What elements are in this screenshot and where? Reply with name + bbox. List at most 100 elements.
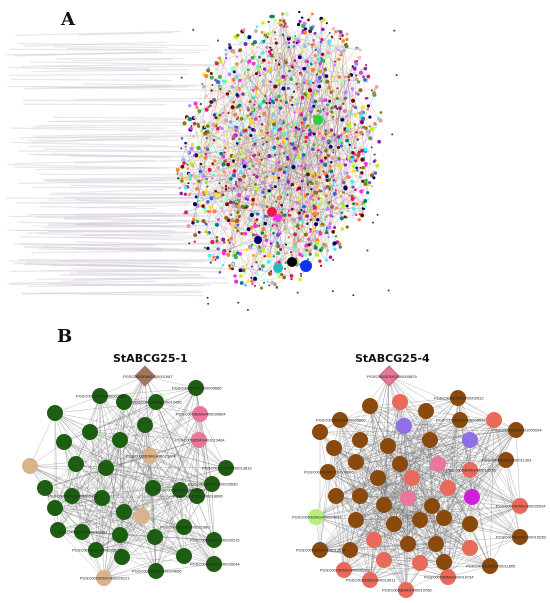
network-node — [313, 244, 317, 247]
network-node — [373, 88, 376, 91]
gene-node — [366, 532, 382, 548]
network-node — [232, 154, 236, 158]
network-node — [195, 186, 199, 191]
network-node — [255, 260, 258, 264]
network-node — [195, 132, 198, 135]
network-node — [326, 248, 330, 252]
network-node — [279, 136, 282, 140]
network-node — [363, 182, 368, 187]
network-node — [340, 141, 344, 145]
gene-node — [422, 432, 438, 448]
gene-node — [392, 456, 408, 472]
network-node — [266, 280, 270, 283]
network-node — [263, 255, 266, 258]
network-node — [360, 105, 365, 110]
network-node — [261, 190, 265, 194]
network-node — [377, 139, 382, 144]
network-node — [249, 119, 254, 124]
network-node — [281, 245, 285, 249]
network-node — [228, 264, 232, 268]
network-node — [336, 100, 341, 105]
network-node — [351, 151, 355, 155]
network-node — [229, 187, 233, 191]
network-node — [260, 51, 265, 55]
gene-node — [436, 554, 452, 570]
network-node — [275, 285, 279, 289]
network-node — [323, 218, 327, 221]
network-node — [331, 230, 336, 234]
network-node — [292, 245, 297, 250]
network-node — [357, 47, 360, 50]
gene-node — [436, 510, 452, 526]
network-node — [341, 179, 344, 182]
network-node — [209, 196, 214, 201]
network-node — [322, 242, 327, 247]
gene-node — [352, 432, 368, 448]
network-node — [360, 157, 365, 162]
network-node — [238, 108, 242, 112]
network-node — [320, 38, 324, 42]
network-node — [359, 121, 363, 124]
network-node — [285, 137, 289, 141]
network-node — [325, 258, 329, 262]
network-node — [337, 57, 341, 61]
network-node — [300, 189, 303, 192]
network-node — [187, 117, 192, 122]
network-node — [210, 240, 215, 245]
panel-a-label: A — [61, 9, 75, 30]
network-node — [216, 247, 220, 251]
gene-node — [486, 412, 502, 428]
network-node — [343, 215, 347, 219]
gene-label: PGSC0003DMG400024002 — [292, 515, 342, 520]
network-node — [354, 77, 359, 82]
network-node — [366, 104, 370, 108]
network-node — [304, 201, 307, 204]
network-node — [342, 48, 346, 52]
network-node — [326, 50, 330, 55]
network-node — [323, 156, 328, 160]
network-node — [261, 61, 264, 64]
gene-node — [376, 552, 392, 568]
network-node — [254, 86, 259, 91]
network-node — [203, 156, 208, 160]
gene-node — [370, 470, 386, 486]
network-node — [310, 193, 315, 198]
network-node — [332, 241, 337, 246]
network-node — [351, 214, 354, 217]
network-node — [298, 10, 301, 14]
gene-label: PGSC0003DMG400032094 — [496, 504, 546, 509]
network-node — [325, 252, 328, 255]
network-node — [279, 232, 282, 235]
network-node — [317, 84, 322, 89]
network-node — [266, 136, 269, 139]
network-node — [214, 67, 219, 72]
network-node — [184, 145, 187, 148]
network-node — [321, 58, 326, 63]
network-node — [317, 197, 320, 200]
network-node — [364, 126, 368, 130]
network-node — [334, 30, 338, 34]
network-node — [282, 132, 287, 137]
network-node — [372, 159, 376, 163]
network-node — [307, 42, 310, 46]
gene-node — [348, 454, 364, 470]
network-node — [325, 215, 328, 218]
network-node — [250, 279, 254, 283]
network-node — [204, 107, 209, 112]
network-node — [267, 192, 272, 196]
network-node — [249, 127, 252, 130]
network-node — [314, 187, 320, 192]
network-node — [261, 21, 265, 25]
network-node — [310, 209, 313, 212]
network-node — [235, 62, 239, 66]
gene-node — [312, 424, 328, 440]
network-node — [206, 147, 210, 151]
network-node — [363, 66, 368, 71]
network-node — [278, 19, 282, 22]
network-node — [236, 229, 240, 233]
network-node — [257, 205, 260, 208]
network-node — [345, 115, 348, 118]
network-node — [218, 173, 221, 176]
network-node — [353, 146, 356, 149]
panel-a-network-graph — [5, 10, 398, 311]
